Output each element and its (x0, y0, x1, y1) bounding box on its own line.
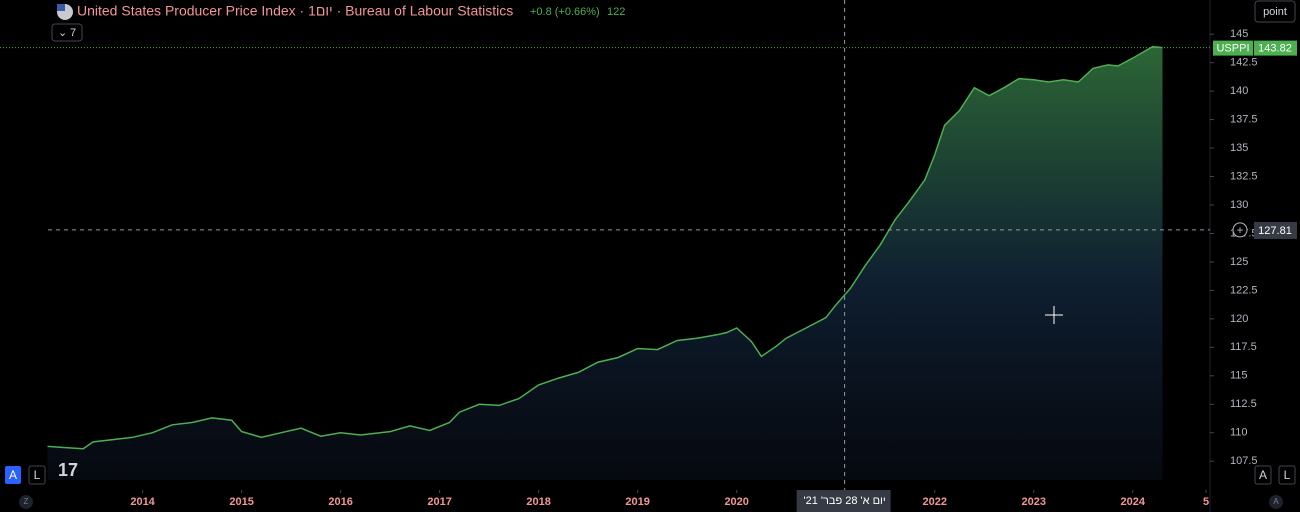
x-tick-label: 2023 (1022, 496, 1046, 508)
x-tick-label: 2017 (427, 496, 451, 508)
y-tick-label: 117.5 (1230, 341, 1257, 353)
crosshair-date: יום א' 28 פבר' 21' (803, 495, 885, 507)
x-tick-label: 2020 (724, 496, 748, 508)
scale-mode-button[interactable] (1254, 0, 1296, 23)
y-tick-label: 110 (1230, 427, 1248, 439)
auto-label: A (9, 468, 17, 482)
plot-area (47, 45, 1163, 480)
auto-button-right[interactable] (1254, 465, 1272, 485)
log-label: L (34, 468, 41, 482)
y-tick-label: 145 (1230, 28, 1248, 40)
y-tick-label: 142.5 (1230, 57, 1258, 69)
crosshair-value: 127.81 (1258, 225, 1292, 237)
last-value-label: 143.82 (1258, 43, 1292, 55)
auto-button[interactable] (5, 466, 21, 484)
x-tick-label: 2024 (1121, 496, 1146, 508)
indicator-count: 7 (70, 27, 76, 39)
crosshair-date-box (796, 490, 891, 512)
y-tick-label: 130 (1230, 199, 1248, 211)
y-tick-label: 122.5 (1230, 284, 1258, 296)
y-tick-label: 112.5 (1230, 398, 1257, 410)
last-value-box (1254, 40, 1297, 56)
flag-icon-canton (57, 4, 65, 11)
auto-scale-button[interactable] (1269, 495, 1283, 509)
bars-count: 122 (607, 6, 625, 18)
area-fill (47, 46, 1163, 480)
logo: 17 (58, 460, 78, 480)
chart-title: United States Producer Price Index · 1יו… (77, 3, 513, 19)
scale-mode: point (1263, 6, 1287, 18)
log-button-right[interactable] (1278, 465, 1296, 485)
change-text: +0.8 (+0.66%) (530, 6, 600, 18)
auto-scale-label: A (1273, 497, 1279, 506)
line (47, 45, 1163, 450)
symbol-label-box (1213, 40, 1253, 56)
y-tick-label: 115 (1230, 370, 1248, 382)
x-tick-label: 2018 (526, 496, 550, 508)
crosshair-value-box (1254, 221, 1297, 239)
x-tick-label: 2014 (130, 496, 155, 508)
add-alert-icon: + (1236, 223, 1243, 237)
y-tick-label: 135 (1230, 142, 1248, 154)
log-button[interactable] (28, 465, 46, 485)
zoom-button[interactable] (19, 495, 33, 509)
x-tick-label: 2019 (625, 496, 649, 508)
zoom-label: Z (24, 497, 29, 506)
log-label-right: L (1284, 468, 1291, 482)
y-tick-label: 140 (1230, 85, 1248, 97)
x-tick-label: 2015 (229, 496, 253, 508)
chevron: ⌄ (58, 27, 67, 39)
y-tick-label: 132.5 (1230, 170, 1258, 182)
symbol-label: USPPI (1216, 43, 1249, 55)
add-alert-button (1232, 222, 1248, 238)
y-tick-label: 125 (1230, 256, 1248, 268)
y-tick-label: 137.5 (1230, 113, 1258, 125)
y-tick-label: 107.5 (1230, 455, 1258, 467)
y-tick-label: 120 (1230, 313, 1248, 325)
auto-label-right: A (1259, 468, 1267, 482)
indicator-toggle[interactable] (51, 23, 83, 42)
x-tick-label: 2022 (922, 496, 946, 508)
x-tick-label: 5 (1203, 496, 1209, 508)
x-tick-label: 2016 (328, 496, 352, 508)
